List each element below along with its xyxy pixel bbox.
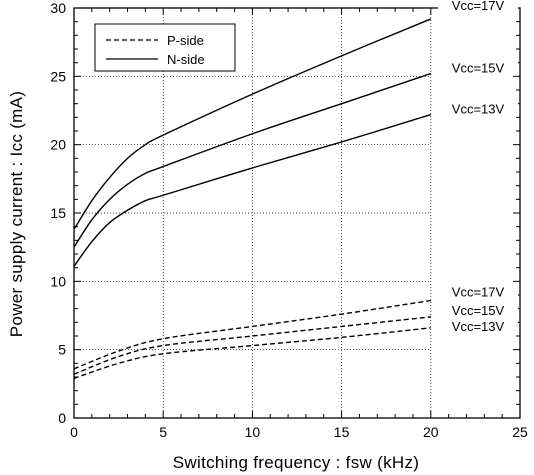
series-label: Vcc=17V — [452, 0, 505, 13]
p-side-series-line — [73, 327, 431, 380]
y-tick-label: 30 — [50, 0, 66, 16]
y-tick-label: 15 — [50, 205, 66, 221]
series-label-bg — [438, 318, 518, 334]
n-side-series-line — [73, 18, 432, 230]
n-side-series-line — [73, 72, 432, 248]
series-label-bg — [438, 302, 518, 318]
x-tick-label: 5 — [159, 424, 167, 440]
p-side-series-line — [73, 299, 431, 370]
legend-label-p-side: P-side — [167, 33, 204, 48]
x-tick-label: 15 — [334, 424, 350, 440]
x-tick-label: 20 — [423, 424, 439, 440]
series-label-bg — [438, 284, 518, 300]
x-tick-label: 0 — [70, 424, 78, 440]
series-label-bg — [438, 0, 518, 13]
y-tick-label: 5 — [58, 342, 66, 358]
series-label: Vcc=15V — [452, 303, 505, 318]
y-tick-label: 0 — [58, 410, 66, 426]
y-tick-labels: 0 5 10 15 20 25 30 — [50, 0, 66, 426]
plot-frame — [73, 7, 521, 419]
grid-lines — [74, 8, 432, 418]
series-label-bg — [438, 60, 518, 76]
y-tick-label: 10 — [50, 273, 66, 289]
p-side-series-line — [73, 316, 431, 375]
series-label: Vcc=13V — [452, 319, 505, 334]
y-tick-label: 20 — [50, 137, 66, 153]
legend: P-side N-side — [94, 23, 236, 72]
y-tick-label: 25 — [50, 68, 66, 84]
x-tick-labels: 0 5 10 15 20 25 — [70, 424, 528, 440]
series-label-bg — [438, 101, 518, 117]
series-lines — [73, 18, 432, 380]
x-axis-title: Switching frequency : fsw (kHz) — [173, 453, 419, 472]
series-label: Vcc=17V — [452, 284, 505, 299]
series-labels: Vcc=17VVcc=15VVcc=13VVcc=17VVcc=15VVcc=1… — [438, 0, 518, 334]
series-label: Vcc=13V — [452, 102, 505, 117]
legend-label-n-side: N-side — [167, 52, 205, 67]
legend-box — [94, 23, 236, 72]
x-tick-label: 10 — [245, 424, 261, 440]
x-tick-label: 25 — [512, 424, 528, 440]
series-label: Vcc=15V — [452, 61, 505, 76]
n-side-series-line — [73, 113, 432, 267]
y-axis-title: Power supply current : Icc (mA) — [7, 91, 26, 337]
